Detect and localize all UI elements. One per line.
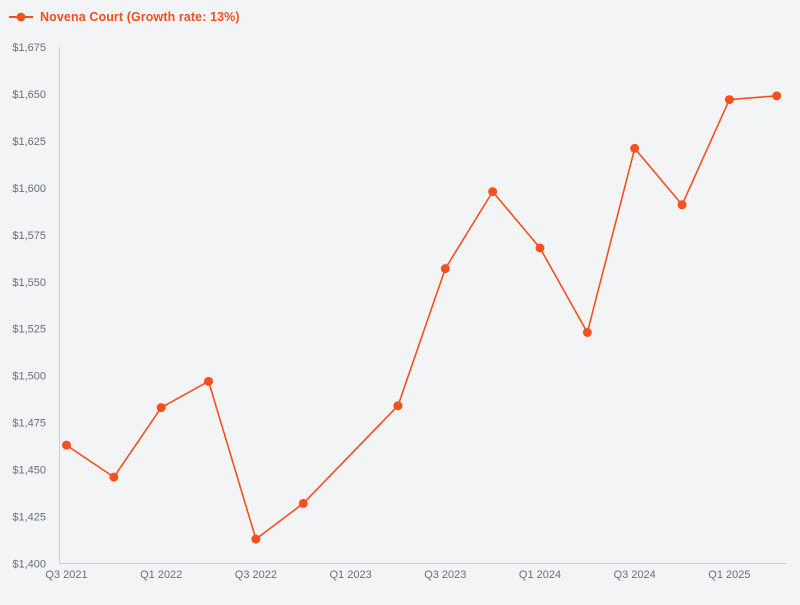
data-point-marker[interactable]	[677, 200, 687, 210]
data-point-marker[interactable]	[251, 534, 261, 544]
x-tick-label: Q1 2025	[708, 569, 750, 581]
y-tick-label: $1,675	[12, 42, 46, 54]
x-tick-label: Q3 2023	[424, 569, 466, 581]
data-point-marker[interactable]	[488, 187, 498, 197]
y-tick-label: $1,650	[12, 89, 46, 101]
x-tick-label: Q1 2024	[519, 569, 561, 581]
legend-label: Novena Court (Growth rate: 13%)	[40, 10, 240, 24]
data-point-marker[interactable]	[156, 403, 166, 413]
y-tick-label: $1,625	[12, 136, 46, 148]
y-tick-label: $1,600	[12, 183, 46, 195]
data-point-marker[interactable]	[298, 498, 308, 508]
x-tick-label: Q1 2022	[140, 569, 182, 581]
y-tick-label: $1,475	[12, 418, 46, 430]
series-line	[65, 95, 778, 540]
data-point-marker[interactable]	[772, 91, 782, 101]
y-tick-label: $1,500	[12, 371, 46, 383]
data-point-marker[interactable]	[582, 327, 592, 337]
data-point-marker[interactable]	[630, 143, 640, 153]
legend-item[interactable]: Novena Court (Growth rate: 13%)	[8, 8, 240, 26]
y-tick-label: $1,575	[12, 230, 46, 242]
x-tick-label: Q1 2023	[329, 569, 371, 581]
x-tick-label: Q3 2022	[235, 569, 277, 581]
data-point-marker[interactable]	[535, 243, 545, 253]
data-point-marker[interactable]	[724, 95, 734, 105]
x-tick-label: Q3 2021	[45, 569, 87, 581]
data-point-marker[interactable]	[62, 440, 71, 450]
data-point-marker[interactable]	[393, 401, 403, 411]
y-tick-label: $1,450	[12, 465, 46, 477]
x-tick-label: Q3 2024	[614, 569, 656, 581]
y-tick-label: $1,525	[12, 324, 46, 336]
data-point-marker[interactable]	[204, 376, 214, 386]
data-point-marker[interactable]	[440, 264, 450, 274]
legend-line-dot-icon	[9, 12, 33, 22]
y-tick-label: $1,400	[12, 559, 46, 571]
y-tick-label: $1,550	[12, 277, 46, 289]
y-tick-label: $1,425	[12, 512, 46, 524]
data-point-marker[interactable]	[109, 472, 119, 482]
